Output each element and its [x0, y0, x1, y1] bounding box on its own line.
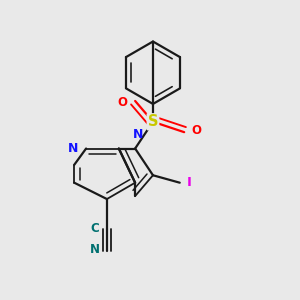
Text: S: S [148, 114, 158, 129]
Text: O: O [192, 124, 202, 137]
Text: O: O [118, 96, 128, 109]
Text: N: N [89, 243, 100, 256]
Text: N: N [68, 142, 79, 155]
Text: C: C [91, 222, 100, 235]
Text: I: I [187, 176, 192, 189]
Text: N: N [133, 128, 143, 141]
